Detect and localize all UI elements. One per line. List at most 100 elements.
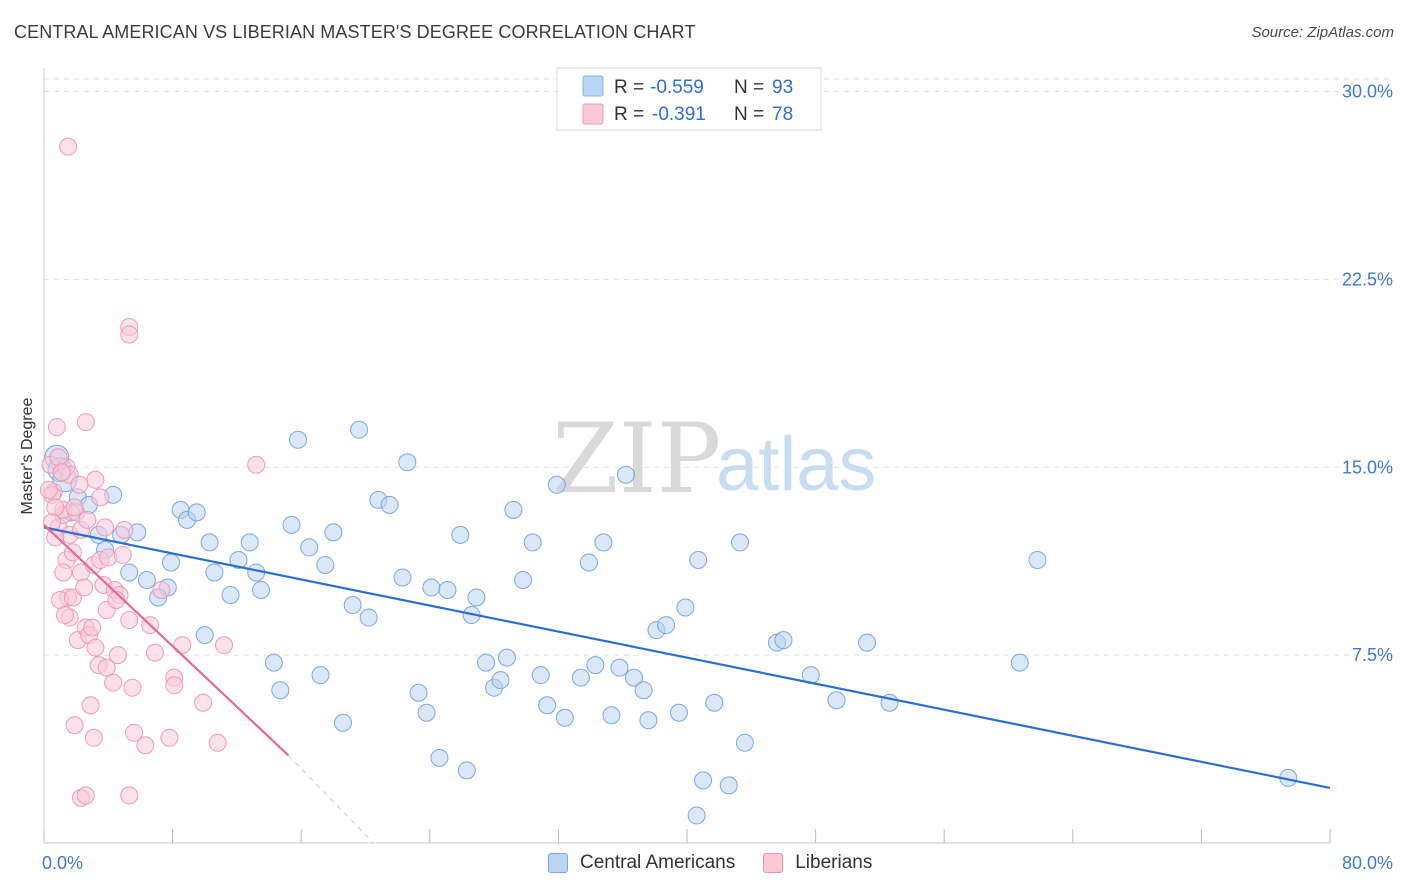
legend-r-label: R = (614, 104, 644, 125)
point-central-american (343, 596, 362, 615)
point-central-american (639, 711, 658, 730)
point-liberian (145, 643, 164, 662)
point-liberian (96, 518, 115, 537)
point-liberian (83, 618, 102, 637)
point-central-american (271, 681, 290, 700)
point-liberian (215, 636, 234, 655)
point-liberian (173, 636, 192, 655)
point-liberian (113, 545, 132, 564)
watermark-atlas: atlas (716, 422, 877, 507)
point-central-american (624, 668, 643, 687)
x-tick-label: 0.0% (42, 853, 83, 873)
point-central-american (547, 475, 566, 494)
point-central-american (288, 430, 307, 449)
point-central-american (634, 681, 653, 700)
point-central-american (1028, 550, 1047, 569)
legend-n-label: N = (734, 77, 764, 98)
y-tick-label: 30.0% (1342, 82, 1393, 102)
point-central-american (538, 696, 557, 715)
point-central-american (719, 776, 738, 795)
point-central-american (477, 653, 496, 672)
point-central-american (282, 515, 301, 534)
legend-swatch-central-americans (582, 75, 604, 97)
series-legend: Central Americans Liberians (548, 852, 900, 874)
y-tick-label: 7.5% (1352, 645, 1393, 665)
point-central-american (333, 713, 352, 732)
trendline-liberians-extension (287, 754, 374, 844)
point-central-american (409, 683, 428, 702)
point-central-american (491, 671, 510, 690)
point-central-american (264, 653, 283, 672)
point-central-american (497, 648, 516, 667)
legend-n-value: 93 (772, 77, 793, 98)
point-liberian (65, 498, 84, 517)
point-liberian (70, 475, 89, 494)
point-central-american (731, 533, 750, 552)
trendline-central-americans (43, 526, 1331, 789)
legend-swatch-liberians (763, 853, 784, 873)
legend-item-liberians[interactable]: Liberians (763, 852, 872, 874)
legend-n-value: 78 (772, 104, 793, 125)
point-central-american (774, 631, 793, 650)
point-central-american (457, 761, 476, 780)
point-liberian (247, 455, 266, 474)
point-liberian (49, 448, 68, 467)
watermark-zip: ZIP (552, 403, 721, 515)
point-liberian (54, 563, 73, 582)
point-liberian (65, 716, 84, 735)
point-central-american (610, 658, 629, 677)
legend-r-label: R = (614, 77, 644, 98)
point-liberian (120, 786, 139, 805)
point-liberian (86, 470, 105, 489)
point-central-american (417, 703, 436, 722)
point-central-american (694, 771, 713, 790)
point-central-american (380, 495, 399, 514)
point-liberian (63, 588, 82, 607)
point-liberian (46, 498, 65, 517)
point-central-american (531, 666, 550, 685)
point-central-american (616, 465, 635, 484)
legend-item-central-americans[interactable]: Central Americans (548, 852, 735, 874)
point-central-american (523, 533, 542, 552)
watermark: ZIP atlas (552, 403, 877, 515)
point-central-american (571, 668, 590, 687)
legend-r-value: -0.391 (652, 104, 706, 125)
legend-r-value: -0.559 (650, 77, 704, 98)
point-liberian (59, 137, 78, 156)
point-central-american (735, 733, 754, 752)
point-central-american (229, 550, 248, 569)
point-liberian (194, 693, 213, 712)
point-central-american (1010, 653, 1029, 672)
point-liberian (123, 678, 142, 697)
trendlines (43, 524, 1331, 844)
point-central-american (676, 598, 695, 617)
point-liberian (208, 733, 227, 752)
point-central-american (240, 533, 259, 552)
point-liberian (97, 658, 116, 677)
point-central-american (200, 533, 219, 552)
point-central-american (504, 500, 523, 519)
point-central-american (393, 568, 412, 587)
point-liberian (91, 488, 110, 507)
legend-label: Liberians (795, 852, 873, 873)
point-central-american (205, 563, 224, 582)
x-tick-label: 80.0% (1342, 853, 1393, 873)
source-label: Source: ZipAtlas.com (1251, 24, 1394, 41)
point-central-american (221, 586, 240, 605)
point-central-american (514, 570, 533, 589)
point-liberian (47, 418, 66, 437)
point-central-american (705, 693, 724, 712)
point-central-american (602, 706, 621, 725)
point-central-american (350, 420, 369, 439)
point-central-american (451, 525, 470, 544)
trendline-liberians (43, 524, 290, 757)
point-central-american (161, 553, 180, 572)
point-central-american (137, 570, 156, 589)
point-liberian (76, 786, 95, 805)
point-liberian (84, 728, 103, 747)
y-tick-label: 15.0% (1342, 457, 1393, 477)
chart-title: CENTRAL AMERICAN VS LIBERIAN MASTER'S DE… (14, 22, 696, 42)
point-central-american (579, 553, 598, 572)
stats-legend: R = -0.559 N = 93 R = -0.391 N = 78 (556, 67, 822, 131)
